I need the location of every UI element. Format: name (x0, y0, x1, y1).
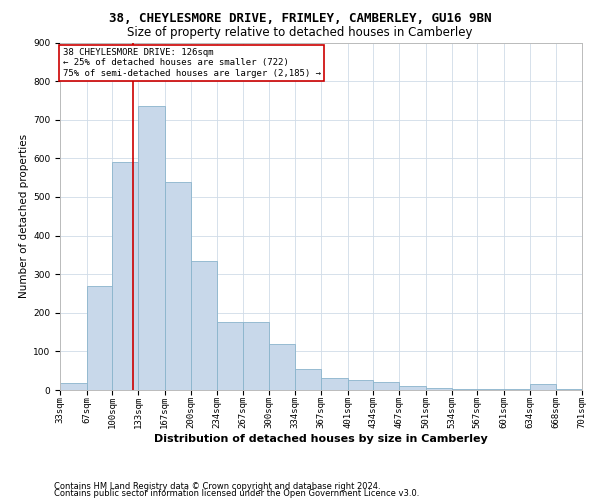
Bar (60, 384, 86, 390)
Bar (399, 386, 426, 390)
Bar (138, 106, 165, 390)
Bar (191, 260, 217, 390)
Text: 38 CHEYLESMORE DRIVE: 126sqm
← 25% of detached houses are smaller (722)
75% of s: 38 CHEYLESMORE DRIVE: 126sqm ← 25% of de… (62, 48, 320, 78)
Bar (347, 380, 373, 390)
Text: 38, CHEYLESMORE DRIVE, FRIMLEY, CAMBERLEY, GU16 9BN: 38, CHEYLESMORE DRIVE, FRIMLEY, CAMBERLE… (109, 12, 491, 26)
Bar (243, 322, 269, 390)
Bar (452, 389, 477, 390)
Bar (530, 384, 556, 390)
X-axis label: Distribution of detached houses by size in Camberley: Distribution of detached houses by size … (154, 434, 488, 444)
Y-axis label: Number of detached properties: Number of detached properties (19, 134, 29, 298)
Bar (426, 388, 452, 390)
Bar (373, 382, 399, 390)
Text: Size of property relative to detached houses in Camberley: Size of property relative to detached ho… (127, 26, 473, 39)
Bar (556, 389, 582, 390)
Bar (504, 389, 530, 390)
Bar (165, 182, 191, 390)
Text: Contains public sector information licensed under the Open Government Licence v3: Contains public sector information licen… (54, 490, 419, 498)
Bar (321, 378, 347, 390)
Bar (112, 162, 138, 390)
Bar (86, 286, 112, 390)
Bar (477, 389, 504, 390)
Bar (217, 322, 243, 390)
Bar (269, 344, 295, 390)
Bar (295, 369, 321, 390)
Text: Contains HM Land Registry data © Crown copyright and database right 2024.: Contains HM Land Registry data © Crown c… (54, 482, 380, 491)
